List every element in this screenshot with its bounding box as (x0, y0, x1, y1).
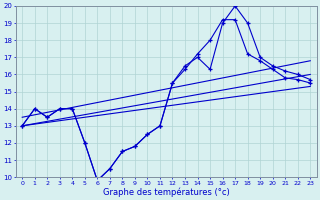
X-axis label: Graphe des températures (°c): Graphe des températures (°c) (103, 187, 230, 197)
